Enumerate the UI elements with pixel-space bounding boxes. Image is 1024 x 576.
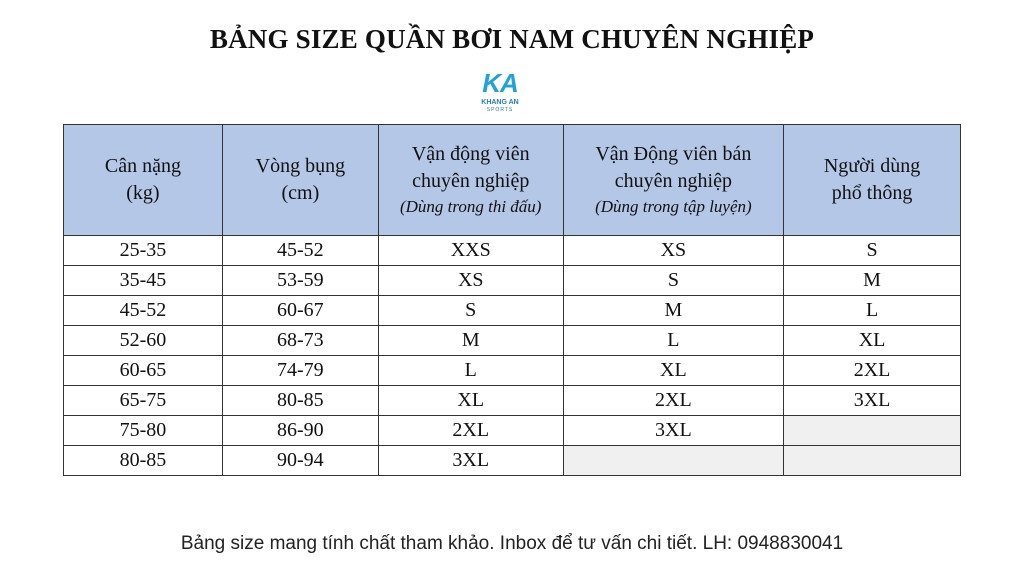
table-cell bbox=[562, 445, 785, 476]
table-row: 80-85 90-94 3XL bbox=[63, 445, 961, 476]
table-cell: 68-73 bbox=[221, 325, 379, 356]
footer-note: Bảng size mang tính chất tham khảo. Inbo… bbox=[180, 533, 844, 554]
table-cell: S bbox=[783, 235, 961, 266]
table-cell: 2XL bbox=[562, 385, 785, 416]
logo-mark: KA bbox=[482, 68, 519, 98]
table-cell: 86-90 bbox=[221, 415, 379, 446]
header-line2: chuyên nghiệp bbox=[614, 170, 732, 192]
table-cell: L bbox=[783, 295, 961, 326]
column-header: Cân nặng (kg) bbox=[63, 124, 223, 236]
table-cell: L bbox=[377, 355, 564, 386]
header-note: (Dùng trong thi đấu) bbox=[399, 197, 542, 216]
table-cell: 2XL bbox=[783, 355, 961, 386]
header-line2: chuyên nghiệp bbox=[412, 170, 530, 192]
table-row: 75-80 86-90 2XL 3XL bbox=[63, 415, 961, 446]
table-cell bbox=[783, 415, 961, 446]
table-cell: S bbox=[377, 295, 564, 326]
column-header: Vòng bụng (cm) bbox=[221, 124, 379, 236]
table-row: 65-75 80-85 XL 2XL 3XL bbox=[63, 385, 961, 416]
table-cell: XS bbox=[562, 235, 785, 266]
table-row: 35-45 53-59 XS S M bbox=[63, 265, 961, 296]
table-cell: 25-35 bbox=[63, 235, 223, 266]
logo-name: KHANG AN bbox=[481, 99, 519, 106]
table-cell: XS bbox=[377, 265, 564, 296]
table-cell: 3XL bbox=[783, 385, 961, 416]
column-header: Vận động viên chuyên nghiệp (Dùng trong th… bbox=[377, 124, 564, 236]
table-cell: XL bbox=[783, 325, 961, 356]
column-header: Vận Động viên bán chuyên nghiệp (Dùng tron… bbox=[562, 124, 785, 236]
table-cell: 45-52 bbox=[63, 295, 223, 326]
table-cell: 53-59 bbox=[221, 265, 379, 296]
table-cell: S bbox=[562, 265, 785, 296]
page-title: BẢNG SIZE QUẦN BƠI NAM CHUYÊN NGHIỆP bbox=[209, 24, 815, 54]
table-cell: M bbox=[783, 265, 961, 296]
table-cell: 3XL bbox=[562, 415, 785, 446]
table-cell: 65-75 bbox=[63, 385, 223, 416]
table-cell: 75-80 bbox=[63, 415, 223, 446]
table-cell: 60-67 bbox=[221, 295, 379, 326]
header-line2: phổ thông bbox=[831, 182, 913, 204]
table-row: 45-52 60-67 S M L bbox=[63, 295, 961, 326]
header-line1: Vòng bụng bbox=[255, 155, 346, 177]
table-cell: 3XL bbox=[377, 445, 564, 476]
column-header: Người dùng phổ thông bbox=[783, 124, 961, 236]
header-line1: Vận động viên bbox=[411, 143, 530, 165]
table-cell: 2XL bbox=[377, 415, 564, 446]
table-cell: 45-52 bbox=[221, 235, 379, 266]
table-cell: XL bbox=[562, 355, 785, 386]
table-cell: XXS bbox=[377, 235, 564, 266]
size-table: Cân nặng (kg) Vòng bụng (cm) Vận động viên ch… bbox=[63, 124, 961, 476]
header-line1: Vận Động viên bán bbox=[595, 143, 752, 165]
table-cell bbox=[783, 445, 961, 476]
header-note: (Dùng trong tập luyện) bbox=[595, 197, 752, 216]
table-cell: M bbox=[562, 295, 785, 326]
table-cell: M bbox=[377, 325, 564, 356]
khang-an-logo: KA KHANG AN SPORTS bbox=[464, 68, 536, 114]
table-header-row: Cân nặng (kg) Vòng bụng (cm) Vận động viên ch… bbox=[63, 124, 961, 236]
header-line1: Người dùng bbox=[823, 155, 921, 177]
table-cell: 80-85 bbox=[221, 385, 379, 416]
table-cell: 80-85 bbox=[63, 445, 223, 476]
header-line2: (cm) bbox=[281, 182, 320, 204]
table-row: 60-65 74-79 L XL 2XL bbox=[63, 355, 961, 386]
table-cell: L bbox=[562, 325, 785, 356]
table-cell: 52-60 bbox=[63, 325, 223, 356]
table-cell: 60-65 bbox=[63, 355, 223, 386]
table-cell: 35-45 bbox=[63, 265, 223, 296]
table-cell: XL bbox=[377, 385, 564, 416]
table-cell: 74-79 bbox=[221, 355, 379, 386]
table-row: 52-60 68-73 M L XL bbox=[63, 325, 961, 356]
table-cell: 90-94 bbox=[221, 445, 379, 476]
logo-sub: SPORTS bbox=[486, 107, 514, 113]
table-row: 25-35 45-52 XXS XS S bbox=[63, 235, 961, 266]
header-line2: (kg) bbox=[126, 182, 160, 204]
header-line1: Cân nặng bbox=[104, 155, 181, 177]
